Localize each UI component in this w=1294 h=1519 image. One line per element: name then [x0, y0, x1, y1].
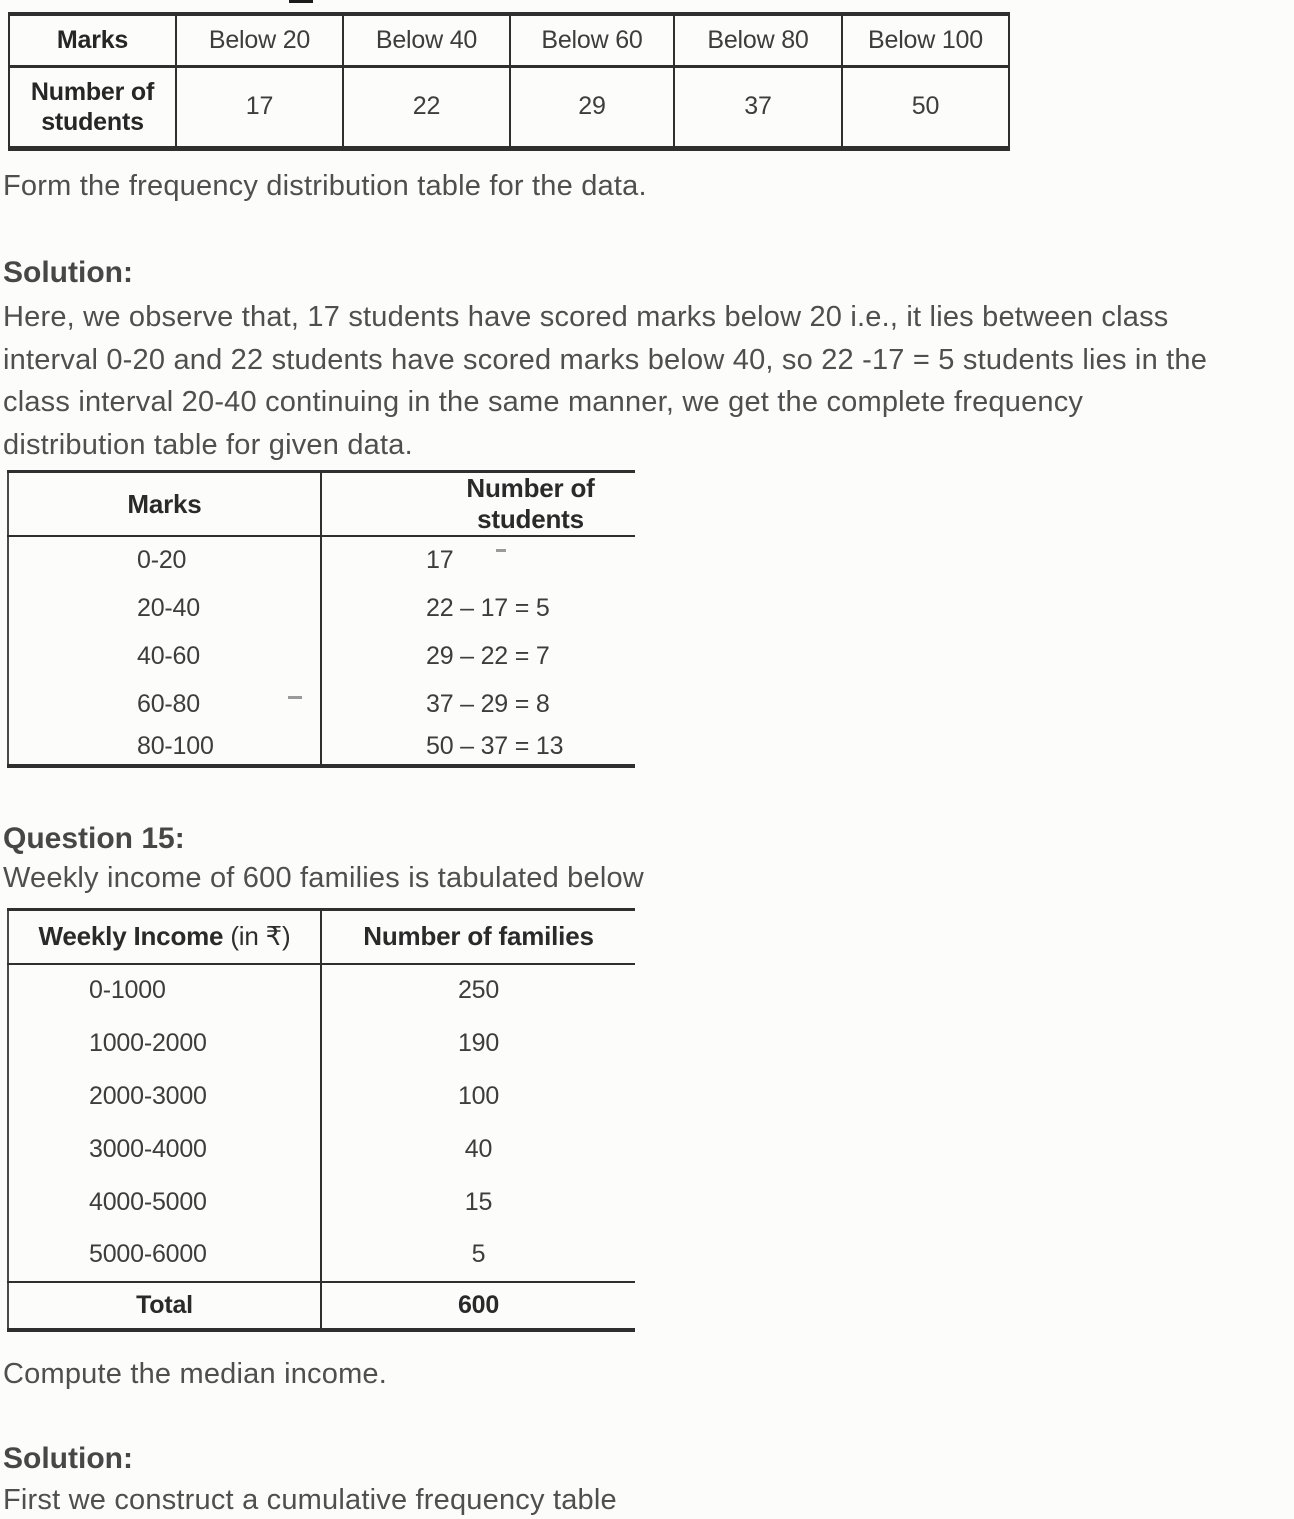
total-value-cell: 600 — [320, 1280, 635, 1330]
col-header-cell: Number of students — [320, 471, 635, 537]
value-cell: 17 — [175, 66, 343, 148]
corner-header-cell: Marks — [8, 14, 176, 68]
value-cell: 22 — [342, 66, 510, 148]
table-row: 5000-6000 5 — [8, 1228, 635, 1282]
solution2-heading: Solution: — [3, 1442, 133, 1475]
students-cell: 29 – 22 = 7 — [320, 632, 635, 680]
students-cell: 17 — [320, 536, 635, 584]
table-row: 40-60 29 – 22 = 7 — [8, 632, 635, 680]
question14-caption: Form the frequency distribution table fo… — [3, 170, 647, 202]
scan-artifact-dash — [496, 549, 506, 552]
value-cell: 50 — [841, 66, 1009, 148]
total-row: Total 600 — [8, 1280, 635, 1330]
row-label-line2: students — [41, 107, 144, 136]
solution1-heading: Solution: — [3, 256, 133, 289]
table-row: 3000-4000 40 — [8, 1122, 635, 1176]
students-cell: 50 – 37 = 13 — [320, 728, 635, 766]
table-row: 20-40 22 – 17 = 5 — [8, 584, 635, 632]
marks-cell: 20-40 — [137, 593, 200, 622]
table-row: 80-100 50 – 37 = 13 — [8, 728, 635, 766]
table-row: 2000-3000 100 — [8, 1069, 635, 1123]
paragraph-line: interval 0-20 and 22 students have score… — [3, 343, 1208, 376]
col-header-cell: Weekly Income (in ₹) — [8, 909, 321, 965]
scan-artifact-line — [289, 0, 313, 3]
table-row: Number of students 17 22 29 37 50 — [8, 66, 1009, 148]
families-cell: 100 — [320, 1069, 635, 1123]
income-cell: 4000-5000 — [89, 1187, 207, 1216]
paragraph-line: class interval 20-40 continuing in the s… — [3, 386, 1084, 418]
marks-cell: 60-80 — [137, 689, 200, 718]
value-cell: 29 — [509, 66, 674, 148]
table-row: 0-20 17 — [8, 536, 635, 584]
col-header-cell: Below 80 — [673, 14, 842, 68]
weekly-income-table: Weekly Income (in ₹) Number of families … — [7, 908, 635, 1332]
income-cell: 5000-6000 — [89, 1240, 207, 1268]
question15-intro: Weekly income of 600 families is tabulat… — [3, 862, 644, 894]
families-cell: 40 — [320, 1122, 635, 1176]
paragraph-line: distribution table for given data. — [3, 428, 413, 461]
paragraph-line: Here, we observe that, 17 students have … — [3, 301, 1169, 333]
col-header-cell: Below 20 — [175, 14, 343, 68]
col-header-cell: Number of families — [320, 909, 635, 965]
table-header-row: Weekly Income (in ₹) Number of families — [8, 909, 635, 965]
students-cell: 37 – 29 = 8 — [320, 680, 635, 728]
marks-cell: 80-100 — [137, 731, 214, 760]
marks-cell: 0-20 — [137, 546, 187, 574]
families-cell: 15 — [320, 1175, 635, 1229]
table-row: 4000-5000 15 — [8, 1175, 635, 1229]
question15-caption: Compute the median income. — [3, 1358, 388, 1390]
families-cell: 250 — [320, 963, 635, 1017]
families-cell: 5 — [320, 1228, 635, 1282]
col-header-cell: Below 40 — [342, 14, 510, 68]
solution2-intro: First we construct a cumulative frequenc… — [3, 1484, 617, 1516]
value-cell: 37 — [673, 66, 842, 148]
table-row: 1000-2000 190 — [8, 1016, 635, 1070]
scan-artifact-dash — [288, 696, 302, 699]
cumulative-marks-table: Marks Below 20 Below 40 Below 60 Below 8… — [8, 12, 1010, 151]
col-header-cell: Below 60 — [509, 14, 674, 68]
table-header-row: Marks Number of students — [8, 471, 635, 537]
income-header-bold: Weekly Income — [38, 921, 224, 952]
families-cell: 190 — [320, 1016, 635, 1070]
students-cell: 22 – 17 = 5 — [320, 584, 635, 632]
question15-heading: Question 15: — [3, 822, 185, 855]
row-label-line1: Number of — [30, 77, 155, 106]
income-cell: 3000-4000 — [89, 1134, 207, 1163]
income-header-unit: (in ₹) — [223, 921, 291, 952]
income-cell: 0-1000 — [89, 976, 166, 1004]
marks-cell: 40-60 — [137, 641, 200, 670]
table-header-row: Marks Below 20 Below 40 Below 60 Below 8… — [8, 14, 1009, 68]
col-header-cell: Below 100 — [841, 14, 1009, 68]
table-row: 0-1000 250 — [8, 963, 635, 1017]
frequency-distribution-table: Marks Number of students 0-20 17 20-40 2… — [7, 470, 635, 768]
solution1-paragraph: Here, we observe that, 17 students have … — [3, 296, 1207, 466]
col-header-cell: Marks — [8, 471, 321, 537]
row-label-cell: Number of students — [8, 66, 176, 148]
income-cell: 2000-3000 — [89, 1081, 207, 1110]
table-row: 60-80 37 – 29 = 8 — [8, 680, 635, 728]
total-label-cell: Total — [8, 1280, 321, 1330]
income-cell: 1000-2000 — [89, 1028, 207, 1057]
